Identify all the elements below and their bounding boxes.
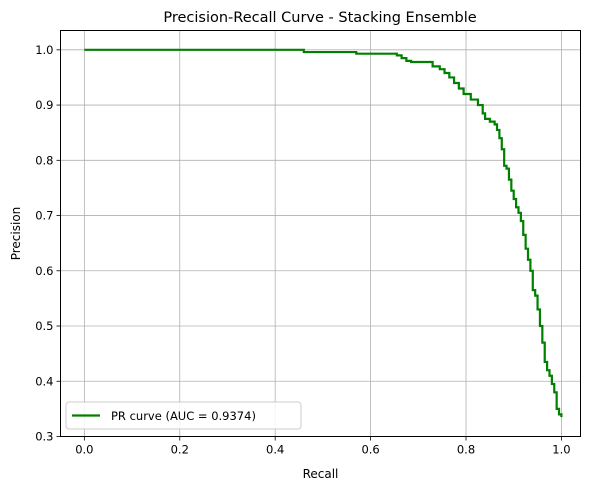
x-tick-label: 0.0 bbox=[75, 443, 93, 457]
y-tick-label: 0.5 bbox=[35, 319, 53, 333]
y-tick-label: 0.6 bbox=[35, 264, 53, 278]
legend: PR curve (AUC = 0.9374) bbox=[65, 401, 302, 430]
plot-frame bbox=[60, 30, 581, 437]
y-tick-label: 0.7 bbox=[35, 209, 53, 223]
y-axis-ticks: 0.3 0.4 0.5 0.6 0.7 0.8 0.9 1.0 bbox=[35, 43, 61, 444]
y-tick-label: 1.0 bbox=[35, 43, 53, 57]
series-layer bbox=[84, 48, 563, 418]
x-axis-label: Recall bbox=[303, 467, 339, 481]
grid bbox=[60, 30, 581, 437]
legend-box bbox=[65, 401, 302, 430]
x-tick-label: 0.4 bbox=[266, 443, 284, 457]
y-axis-label: Precision bbox=[9, 207, 23, 261]
y-tick-label: 0.4 bbox=[35, 374, 53, 388]
x-axis-ticks: 0.0 0.2 0.4 0.6 0.8 1.0 bbox=[75, 436, 571, 457]
x-tick-label: 0.6 bbox=[361, 443, 379, 457]
x-tick-label: 1.0 bbox=[552, 443, 570, 457]
legend-label: PR curve (AUC = 0.9374) bbox=[111, 409, 256, 423]
x-tick-label: 0.2 bbox=[171, 443, 189, 457]
chart-title: Precision-Recall Curve - Stacking Ensemb… bbox=[163, 10, 476, 26]
series-line bbox=[84, 48, 563, 418]
x-tick-label: 0.8 bbox=[457, 443, 475, 457]
y-tick-label: 0.8 bbox=[35, 153, 53, 167]
y-tick-label: 0.9 bbox=[35, 98, 53, 112]
y-tick-label: 0.3 bbox=[35, 430, 53, 444]
